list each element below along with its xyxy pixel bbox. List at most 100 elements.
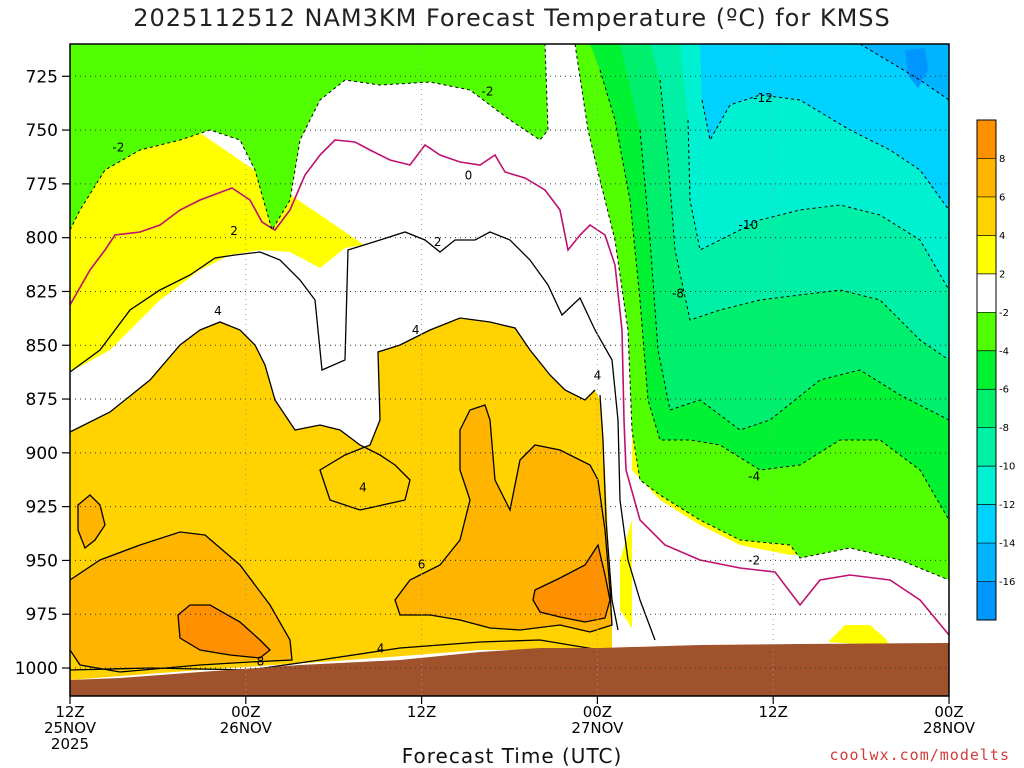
y-axis-ticks: 725 750 775 800 825 850 875 900 925 950 975 1000 <box>15 67 70 679</box>
x-tick-label: 25NOV <box>44 719 97 737</box>
colorbar-swatch <box>977 235 996 275</box>
contour-lines <box>70 44 949 673</box>
credit-text: coolwx.com/modelts <box>829 746 1010 764</box>
contour-line-4c-low <box>70 639 601 671</box>
colorbar-label: -4 <box>999 346 1009 357</box>
contour-label: 4 <box>214 304 222 318</box>
y-tick-label: 850 <box>26 336 58 356</box>
colorbar-label: -16 <box>999 577 1015 588</box>
x-tick-label: 12Z <box>407 703 436 721</box>
colorbar-label: 2 <box>999 269 1005 280</box>
colorbar-label: -12 <box>999 500 1015 511</box>
x-tick-label: 26NOV <box>220 719 273 737</box>
contour-label: 4 <box>359 480 367 494</box>
x-tick-label: 00Z <box>231 703 260 721</box>
x-tick-label: 00Z <box>934 703 963 721</box>
y-tick-label: 950 <box>26 551 58 571</box>
y-tick-label: 725 <box>26 67 58 87</box>
x-tick-label: 27NOV <box>571 719 624 737</box>
y-tick-label: 1000 <box>15 659 58 679</box>
filled-contours <box>70 44 949 696</box>
colorbar-label: -8 <box>999 423 1009 434</box>
colorbar-label: -14 <box>999 539 1015 550</box>
contour-label: 4 <box>377 642 385 656</box>
x-tick-label: 00Z <box>583 703 612 721</box>
fill-blue <box>860 44 949 100</box>
fill-darkorange-mid <box>533 545 610 622</box>
contour-label: -2 <box>112 140 124 154</box>
contour-label: 0 <box>465 168 473 182</box>
x-tick-label: 2025 <box>51 735 89 753</box>
fill-deep-blue <box>905 48 928 88</box>
y-tick-label: 975 <box>26 605 58 625</box>
contour-line-neg6c <box>639 129 949 431</box>
y-tick-label: 825 <box>26 282 58 302</box>
contour-line-neg12c <box>701 94 949 211</box>
contour-label: 6 <box>418 558 426 572</box>
contour-label: 2 <box>230 224 238 238</box>
x-tick-label: 12Z <box>759 703 788 721</box>
fill-orange-mid <box>395 405 612 632</box>
x-tick-label: 12Z <box>55 703 84 721</box>
fill-green-dark <box>70 44 548 230</box>
contour-line-4c-right <box>599 394 619 631</box>
plot-frame <box>69 43 950 697</box>
below-ground-terrain <box>70 643 949 696</box>
contour-line-6c-small <box>77 494 106 550</box>
colorbar: 8 6 4 2 -2 -4 -6 -8 -10 -12 -14 -16 <box>976 119 1015 621</box>
contour-line-8c-left <box>177 604 271 659</box>
contour-label: -8 <box>672 287 684 301</box>
y-tick-label: 900 <box>26 444 58 464</box>
contour-label: 8 <box>257 655 265 669</box>
contour-label: -12 <box>753 91 773 105</box>
chart-title: 2025112512 NAM3KM Forecast Temperature (… <box>133 4 891 32</box>
y-tick-label: 925 <box>26 498 58 518</box>
contour-line-8c-mid <box>532 543 611 623</box>
colorbar-label: -6 <box>999 385 1009 396</box>
contour-line-neg8c <box>659 79 949 361</box>
y-tick-label: 800 <box>26 229 58 249</box>
y-tick-label: 750 <box>26 121 58 141</box>
contour-line-2c-left <box>70 231 656 641</box>
colorbar-swatch <box>977 427 996 467</box>
contour-label: 4 <box>594 368 602 382</box>
colorbar-swatch <box>977 581 996 621</box>
y-tick-label: 875 <box>26 390 58 410</box>
contour-label: -4 <box>748 470 760 484</box>
fill-cyan-2 <box>700 44 949 210</box>
colorbar-label: -10 <box>999 462 1015 473</box>
fill-yellow-right-blob <box>828 625 890 646</box>
contour-line-6c-mid <box>394 404 613 633</box>
contour-label: -10 <box>738 218 758 232</box>
colorbar-label: -2 <box>999 308 1009 319</box>
contour-label: 4 <box>412 323 420 337</box>
colorbar-swatch <box>977 196 996 236</box>
contour-line-neg2c-upper <box>70 44 549 232</box>
colorbar-swatch <box>977 350 996 390</box>
x-axis-label: Forecast Time (UTC) <box>401 744 623 768</box>
contour-line-neg4c <box>599 69 949 521</box>
colorbar-label: 4 <box>999 231 1005 242</box>
colorbar-swatch <box>977 466 996 506</box>
x-tick-label: 28NOV <box>923 719 976 737</box>
contour-labels: -2 -2 -12 0 2 2 -10 -8 4 4 4 -4 4 -2 6 4 8 <box>112 84 772 668</box>
colorbar-swatch <box>977 312 996 352</box>
contour-line-0c <box>70 139 949 636</box>
colorbar-swatch <box>977 389 996 429</box>
contour-line-6c-left <box>70 531 293 673</box>
contour-label: -2 <box>748 553 760 567</box>
colorbar-swatch <box>977 504 996 544</box>
colorbar-swatch <box>977 158 996 198</box>
fill-darkorange-left <box>178 605 270 658</box>
contour-label: -2 <box>482 84 494 98</box>
colorbar-swatch <box>977 120 996 159</box>
contour-line-neg10c <box>687 119 949 291</box>
colorbar-label: 6 <box>999 192 1005 203</box>
colorbar-label: 8 <box>999 154 1005 165</box>
contour-line-4c-main <box>70 317 596 511</box>
contour-label: 2 <box>434 235 442 249</box>
colorbar-swatch <box>977 273 996 313</box>
colorbar-swatch <box>977 543 996 583</box>
